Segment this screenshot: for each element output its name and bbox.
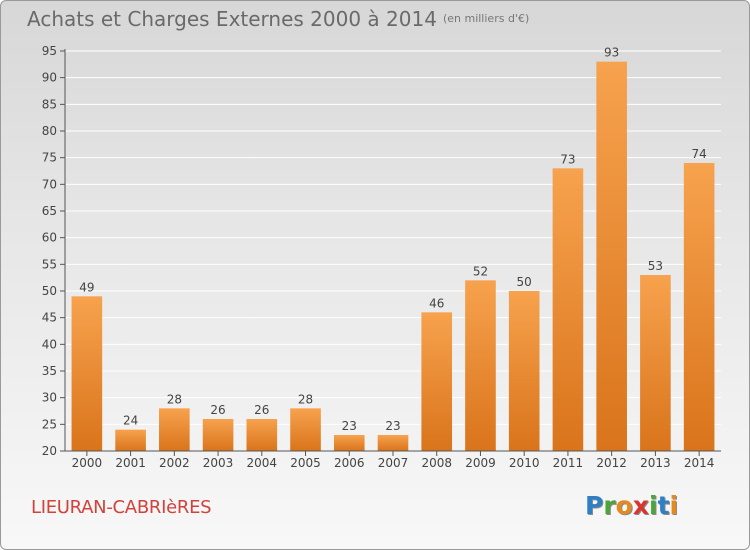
y-tick-label: 20 xyxy=(42,444,57,458)
bar-2002 xyxy=(159,408,190,451)
y-tick-label: 30 xyxy=(42,391,57,405)
bars xyxy=(71,61,715,452)
logo-letter: r xyxy=(603,491,616,520)
data-label: 23 xyxy=(342,419,357,433)
x-tick-label: 2010 xyxy=(509,456,540,470)
data-labels: 49 24 28 26 26 28 23 23 46 52 50 73 93 53 74 xyxy=(79,46,707,433)
y-tick-label: 85 xyxy=(42,97,57,111)
bar-2006 xyxy=(333,435,365,451)
x-tick-label: 2009 xyxy=(465,456,496,470)
x-tick-label: 2002 xyxy=(159,456,190,470)
y-tick-label: 40 xyxy=(42,337,57,351)
x-tick-label: 2003 xyxy=(203,456,234,470)
y-tick-label: 95 xyxy=(42,44,57,58)
data-label: 53 xyxy=(648,259,663,273)
y-tick-label: 35 xyxy=(42,364,57,378)
logo-letter: t xyxy=(657,491,670,520)
logo-letter: i xyxy=(669,491,679,520)
data-label: 26 xyxy=(254,403,269,417)
data-label: 74 xyxy=(691,147,706,161)
y-tick-label: 55 xyxy=(42,257,57,271)
x-tick-label: 2014 xyxy=(684,456,715,470)
bar-2009 xyxy=(465,280,496,451)
proxiti-logo: Proxiti xyxy=(585,491,678,520)
x-tick-label: 2006 xyxy=(334,456,365,470)
y-tick-label: 90 xyxy=(42,71,57,85)
data-label: 50 xyxy=(517,275,532,289)
chart-title-text: Achats et Charges Externes 2000 à 2014 xyxy=(27,7,437,31)
y-tick-label: 75 xyxy=(42,151,57,165)
x-tick-label: 2008 xyxy=(421,456,452,470)
x-tick-label: 2000 xyxy=(72,456,103,470)
axes: 20 25 30 35 40 45 50 55 60 65 70 75 80 85 90 95 2000 2001… xyxy=(42,44,721,470)
data-label: 28 xyxy=(167,392,182,406)
x-tick-label: 2005 xyxy=(290,456,321,470)
data-label: 23 xyxy=(385,419,400,433)
data-label: 28 xyxy=(298,392,313,406)
data-label: 24 xyxy=(123,414,138,428)
x-tick-label: 2001 xyxy=(115,456,146,470)
data-label: 46 xyxy=(429,296,444,310)
data-label: 52 xyxy=(473,264,488,278)
chart-subtitle: (en milliers d'€) xyxy=(442,12,530,25)
x-tick-label: 2007 xyxy=(378,456,409,470)
data-label: 73 xyxy=(560,152,575,166)
y-tick-label: 70 xyxy=(42,177,57,191)
y-tick-label: 45 xyxy=(42,311,57,325)
y-tick-label: 80 xyxy=(42,124,57,138)
chart-title: Achats et Charges Externes 2000 à 2014 (e… xyxy=(27,7,529,31)
bar-2008 xyxy=(421,312,453,451)
x-tick-label: 2013 xyxy=(640,456,671,470)
x-tick-label: 2011 xyxy=(553,456,584,470)
logo-letter: i xyxy=(649,491,658,520)
bar-2012 xyxy=(596,61,627,452)
y-tick-label: 50 xyxy=(42,284,57,298)
data-label: 49 xyxy=(79,280,94,294)
y-tick-label: 65 xyxy=(42,204,57,218)
town-name: LIEURAN-CABRIèRES xyxy=(31,497,212,518)
bar-2003 xyxy=(202,419,234,451)
bar-2005 xyxy=(290,408,321,451)
logo-letter: o xyxy=(615,491,633,520)
logo-letter: P xyxy=(585,491,604,520)
bar-2000 xyxy=(71,296,103,451)
data-label: 26 xyxy=(210,403,225,417)
bar-2013 xyxy=(640,275,671,451)
y-tick-label: 60 xyxy=(42,231,57,245)
bar-2011 xyxy=(552,168,584,452)
y-tick-label: 25 xyxy=(42,417,57,431)
x-tick-label: 2004 xyxy=(247,456,278,470)
bar-2014 xyxy=(683,163,715,451)
logo-letter: x xyxy=(632,491,649,520)
bar-2010 xyxy=(508,291,540,451)
bar-2007 xyxy=(377,435,409,451)
bar-2001 xyxy=(115,429,146,451)
bar-2004 xyxy=(246,419,278,451)
x-tick-label: 2012 xyxy=(596,456,627,470)
data-label: 93 xyxy=(604,46,619,60)
